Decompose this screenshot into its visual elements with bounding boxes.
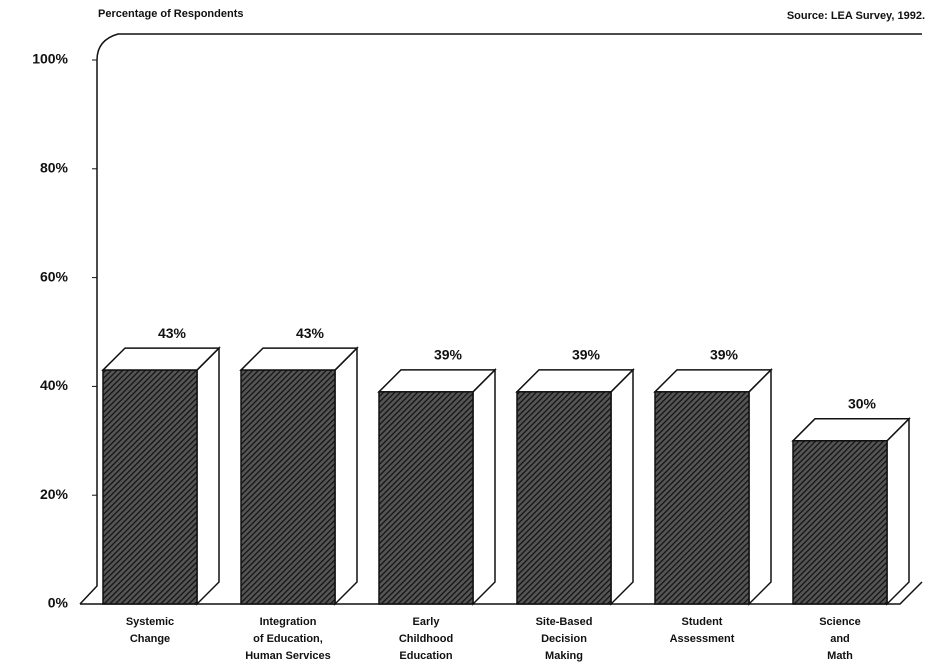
bar	[240, 369, 336, 605]
x-tick-label: Student Assessment	[670, 616, 735, 645]
bar	[654, 391, 750, 605]
bar-side	[196, 346, 220, 606]
bar	[516, 391, 612, 605]
x-tick-line: Education	[399, 650, 452, 662]
source-note: Source: LEA Survey, 1992.	[787, 10, 925, 22]
value-label: 43%	[158, 325, 187, 341]
y-tick-label: 60%	[40, 268, 69, 284]
value-label: 43%	[296, 325, 325, 341]
bar-side	[610, 368, 634, 606]
value-label: 39%	[434, 347, 463, 363]
x-tick-line: Childhood	[399, 633, 453, 645]
x-tick-line: Student	[682, 616, 723, 628]
bar-side	[334, 346, 358, 606]
y-tick-label: 0%	[48, 595, 69, 611]
value-label: 39%	[710, 347, 739, 363]
chart-title: Percentage of Respondents	[98, 8, 243, 20]
value-label: 39%	[572, 347, 601, 363]
x-tick-line: Early	[413, 616, 441, 628]
x-tick-line: Human Services	[245, 650, 331, 662]
x-tick-line: Making	[545, 650, 583, 662]
bar	[792, 440, 888, 605]
y-tick-label: 100%	[32, 51, 68, 67]
x-tick-line: Change	[130, 633, 170, 645]
x-tick-line: Integration	[260, 616, 317, 628]
x-tick-line: of Education,	[253, 633, 323, 645]
x-tick-line: Systemic	[126, 616, 174, 628]
x-tick-line: Site-Based	[536, 616, 593, 628]
x-tick-label: Site-Based Decision Making	[536, 616, 593, 662]
x-tick-line: Science	[819, 616, 861, 628]
y-tick-label: 20%	[40, 486, 69, 502]
y-tick-label: 80%	[40, 160, 69, 176]
value-label: 30%	[848, 396, 877, 412]
bar-side	[472, 368, 496, 606]
x-tick-label: Science and Math	[819, 616, 861, 662]
bar	[378, 391, 474, 605]
y-tick-label: 40%	[40, 377, 69, 393]
bar-side	[886, 416, 910, 606]
x-tick-line: Math	[827, 650, 853, 662]
x-tick-line: and	[830, 633, 850, 645]
x-tick-label: Systemic Change	[126, 616, 174, 645]
x-tick-label: Early Childhood Education	[399, 616, 453, 662]
bar-side	[748, 368, 772, 606]
bar	[102, 369, 198, 605]
x-tick-line: Assessment	[670, 633, 735, 645]
x-tick-label: Integration of Education, Human Services	[245, 616, 331, 662]
x-tick-line: Decision	[541, 633, 587, 645]
